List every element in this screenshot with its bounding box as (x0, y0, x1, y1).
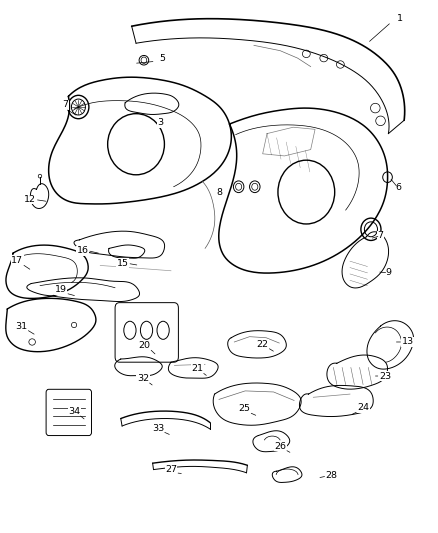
Text: 7: 7 (378, 231, 384, 240)
Text: 22: 22 (257, 340, 268, 349)
Text: 23: 23 (379, 372, 391, 381)
Text: 19: 19 (55, 285, 67, 294)
Text: 8: 8 (216, 188, 222, 197)
Text: 7: 7 (62, 100, 68, 109)
Text: 6: 6 (395, 183, 401, 192)
Text: 3: 3 (157, 118, 163, 127)
Text: 16: 16 (77, 246, 89, 255)
Text: 28: 28 (325, 472, 338, 480)
Text: 32: 32 (137, 374, 149, 383)
Text: 21: 21 (191, 364, 203, 373)
Text: 9: 9 (385, 269, 392, 277)
Text: 15: 15 (117, 259, 129, 268)
Text: 34: 34 (68, 407, 80, 416)
Text: 12: 12 (25, 195, 36, 204)
Text: 20: 20 (139, 341, 151, 350)
Text: 1: 1 (397, 14, 403, 23)
Text: 13: 13 (402, 337, 413, 346)
Text: 17: 17 (11, 256, 23, 264)
Text: 24: 24 (357, 403, 369, 413)
Text: 5: 5 (159, 54, 165, 62)
Text: 33: 33 (152, 424, 164, 433)
Text: 25: 25 (238, 405, 251, 414)
Text: 26: 26 (274, 442, 286, 451)
Text: 27: 27 (165, 465, 177, 474)
Text: 31: 31 (16, 321, 28, 330)
